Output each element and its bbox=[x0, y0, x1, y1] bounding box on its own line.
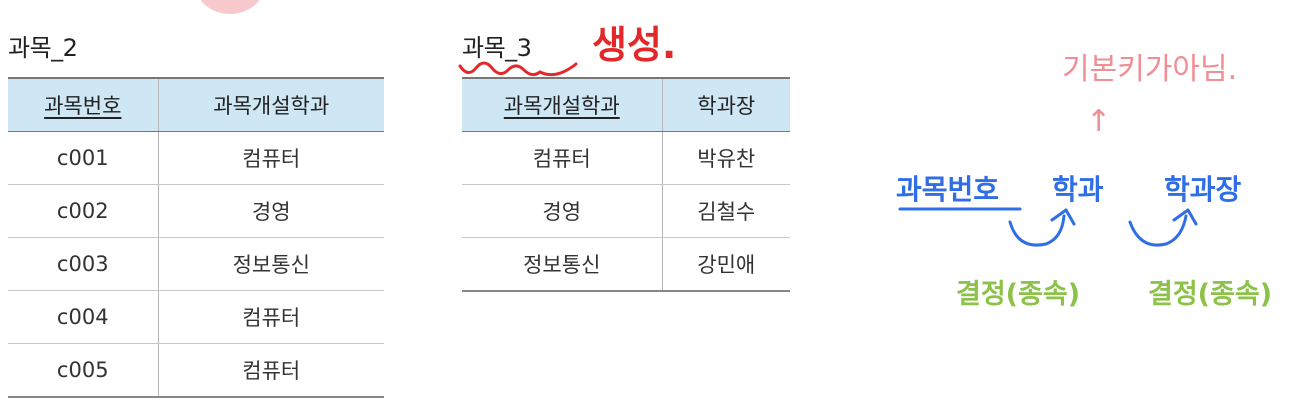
table-cell: 컴퓨터 bbox=[157, 343, 384, 397]
table-cell: 박유찬 bbox=[661, 131, 790, 185]
table-2-header-course-number: 과목번호 bbox=[8, 77, 158, 132]
table-3-header-row: 과목개설학과 학과장 bbox=[462, 77, 790, 132]
dependency-note-2: 결정(종속) bbox=[1148, 279, 1273, 310]
dependency-note-1: 결정(종속) bbox=[956, 279, 1081, 310]
table-row: c001 컴퓨터 bbox=[8, 131, 384, 185]
table-cell: c003 bbox=[8, 237, 158, 291]
table-3-header-dept: 과목개설학과 bbox=[462, 77, 662, 132]
create-note: 생성. bbox=[592, 23, 677, 67]
attr-dept: 학과 bbox=[1052, 173, 1104, 206]
table-row: 컴퓨터 박유찬 bbox=[462, 131, 790, 185]
table-cell: c005 bbox=[56, 358, 109, 382]
table-row: c004 컴퓨터 bbox=[8, 290, 384, 344]
attr-course-number: 과목번호 bbox=[896, 173, 1000, 206]
table-row: c003 정보통신 bbox=[8, 237, 384, 291]
table-cell: 경영 bbox=[157, 184, 384, 238]
table-row: c002 경영 bbox=[8, 184, 384, 238]
not-primary-key-note: 기본키가아님. bbox=[1062, 52, 1238, 87]
table-row: 정보통신 강민애 bbox=[462, 237, 790, 291]
table-2-header-dept: 과목개설학과 bbox=[157, 77, 384, 132]
table-cell: 컴퓨터 bbox=[462, 131, 662, 185]
table-cell: 정보통신 bbox=[157, 237, 384, 291]
table-2-title: 과목_2 bbox=[8, 34, 78, 62]
table-2-header-row: 과목번호 과목개설학과 bbox=[8, 77, 384, 132]
table-3-title: 과목_3 bbox=[462, 34, 532, 62]
table-2: 과목번호 과목개설학과 c001 컴퓨터 c002 경영 c003 정보통신 c… bbox=[8, 77, 384, 398]
blue-underline bbox=[898, 207, 1022, 211]
table-cell: 정보통신 bbox=[523, 253, 601, 277]
up-arrow-icon: ↑ bbox=[1086, 104, 1112, 139]
table-3: 과목개설학과 학과장 컴퓨터 박유찬 경영 김철수 정보통신 강민애 bbox=[462, 77, 790, 292]
red-squiggle-underline bbox=[458, 61, 578, 77]
table-cell: 컴퓨터 bbox=[157, 131, 384, 185]
table-cell: c004 bbox=[8, 290, 158, 344]
table-cell: 경영 bbox=[462, 184, 662, 238]
table-cell: 강민애 bbox=[661, 237, 790, 291]
table-row: 경영 김철수 bbox=[462, 184, 790, 238]
table-cell: 김철수 bbox=[661, 184, 790, 238]
table-3-header-head: 학과장 bbox=[661, 77, 790, 132]
pink-highlight-blob bbox=[196, 0, 264, 14]
table-cell: 컴퓨터 bbox=[157, 290, 384, 344]
table-row: c005 컴퓨터 bbox=[8, 343, 384, 397]
table-cell: c002 bbox=[8, 184, 158, 238]
attr-dept-head: 학과장 bbox=[1164, 173, 1242, 206]
dependency-arrows bbox=[1008, 208, 1198, 247]
table-cell: c001 bbox=[8, 131, 158, 185]
